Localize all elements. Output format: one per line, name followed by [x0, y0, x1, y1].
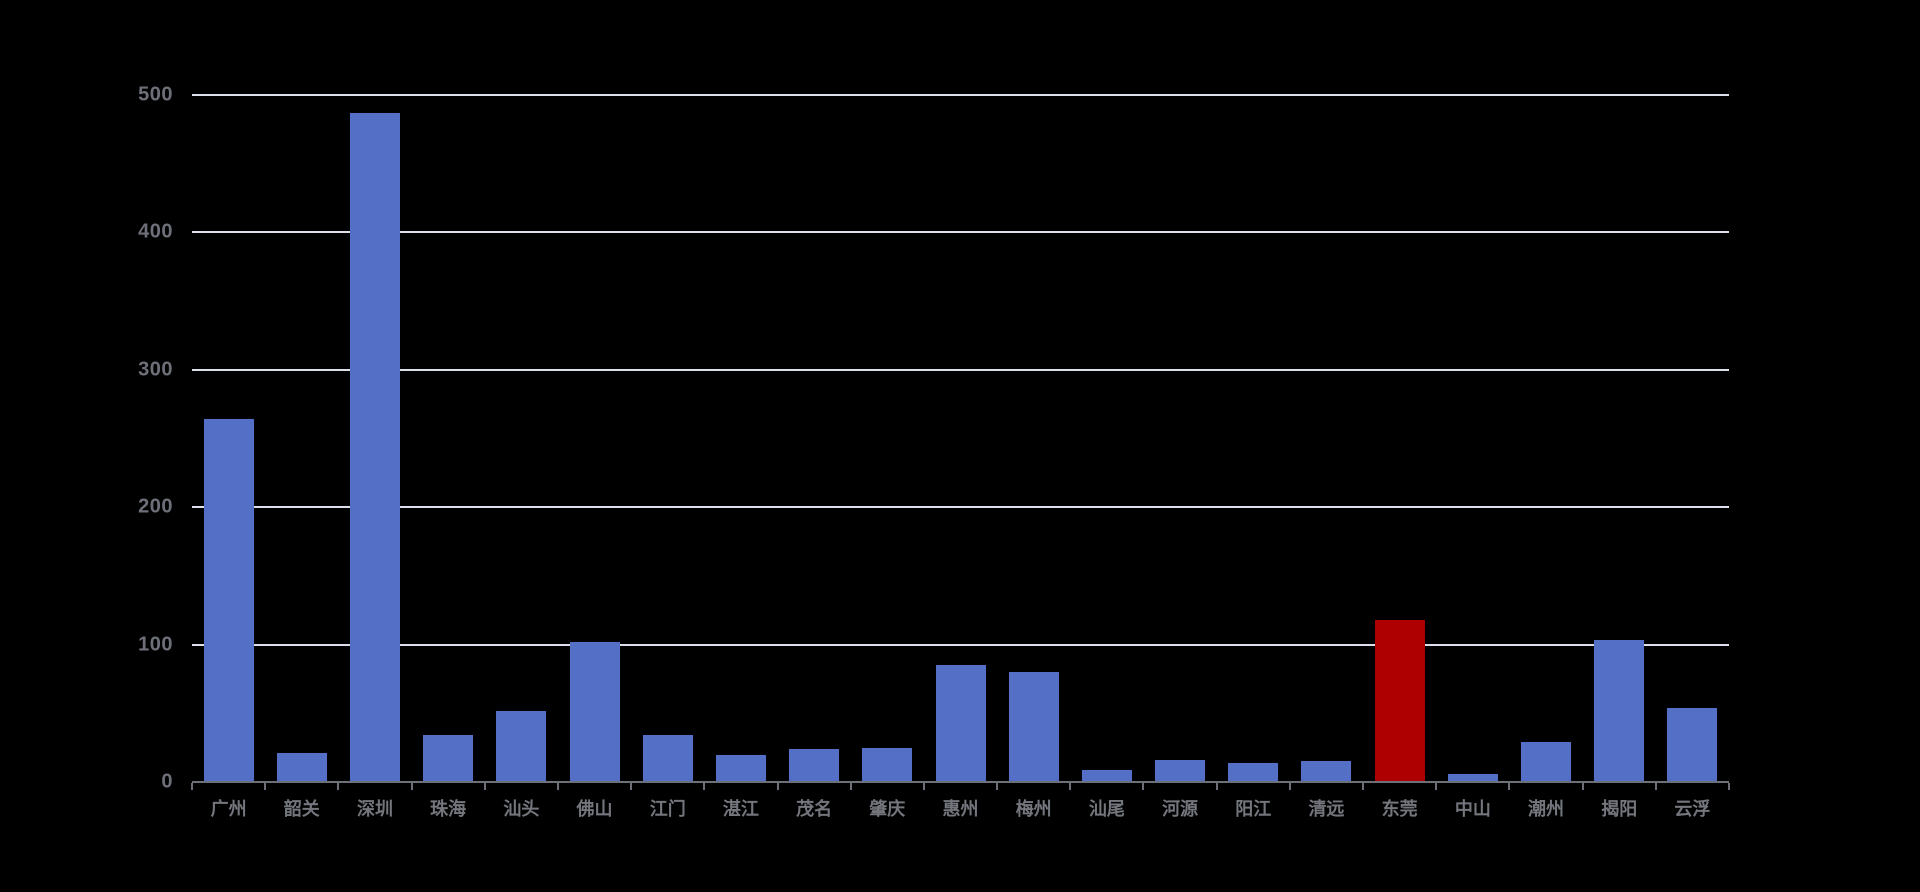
gridline	[192, 94, 1729, 96]
chart-bar[interactable]	[1447, 773, 1498, 782]
x-axis-category-label: 湛江	[722, 799, 759, 819]
chart-bar[interactable]	[276, 753, 327, 782]
x-axis-tick	[922, 783, 925, 790]
x-axis-tick	[410, 783, 413, 790]
x-axis-tick	[703, 783, 706, 790]
chart-bar[interactable]	[1081, 769, 1132, 782]
x-axis-tick	[1069, 783, 1072, 790]
chart-bar[interactable]	[935, 665, 986, 782]
x-axis-category-label: 汕尾	[1088, 799, 1125, 819]
y-axis-tick-label: 100	[138, 633, 173, 656]
chart-bar[interactable]	[1667, 707, 1718, 782]
x-axis-category-label: 惠州	[942, 799, 979, 819]
x-axis-category-label: 广州	[210, 799, 247, 819]
chart-bar[interactable]	[789, 749, 840, 782]
x-axis-tick	[1581, 783, 1584, 790]
x-axis-category-label: 中山	[1454, 799, 1491, 819]
chart-bar[interactable]	[1521, 742, 1572, 782]
x-axis-tick	[483, 783, 486, 790]
chart-bar[interactable]	[1008, 672, 1059, 782]
x-axis-category-label: 揭阳	[1601, 799, 1638, 819]
x-axis-tick	[191, 783, 193, 790]
x-axis-tick	[1288, 783, 1291, 790]
gridline	[192, 506, 1729, 509]
x-axis-tick	[849, 783, 852, 790]
x-axis-line	[192, 781, 1729, 783]
gridline	[192, 643, 1729, 646]
chart-bar[interactable]	[349, 112, 400, 782]
x-axis-category-label: 清远	[1308, 799, 1345, 819]
x-axis-tick	[556, 783, 559, 790]
x-axis-tick	[1362, 783, 1365, 790]
chart-bar[interactable]	[1594, 640, 1645, 782]
chart-bar[interactable]	[569, 641, 620, 782]
x-axis-tick	[630, 783, 633, 790]
chart-bar-highlighted[interactable]	[1374, 619, 1425, 782]
x-axis-tick	[1215, 783, 1218, 790]
x-axis-category-label: 珠海	[430, 799, 467, 819]
x-axis-category-label: 东莞	[1381, 799, 1418, 819]
x-axis-tick	[1508, 783, 1511, 790]
chart-bar[interactable]	[1155, 760, 1206, 782]
x-axis-tick	[996, 783, 999, 790]
x-axis-tick	[1728, 783, 1730, 790]
y-axis-tick-label: 400	[138, 220, 173, 243]
x-axis-tick	[1654, 783, 1657, 790]
plot-area	[191, 94, 1730, 790]
y-axis-tick-label: 0	[161, 770, 173, 793]
x-axis-category-label: 佛山	[576, 799, 613, 819]
x-axis-category-label: 阳江	[1235, 799, 1272, 819]
y-axis-tick-label: 200	[138, 495, 173, 518]
gridline	[192, 368, 1729, 371]
x-axis-tick	[337, 783, 340, 790]
x-axis-category-label: 云浮	[1674, 799, 1711, 819]
y-axis-tick-label: 300	[138, 358, 173, 381]
chart-bar[interactable]	[496, 710, 547, 782]
x-axis-category-label: 梅州	[1015, 799, 1052, 819]
chart-bar[interactable]	[1301, 761, 1352, 782]
chart-bar[interactable]	[642, 735, 693, 782]
x-axis-tick	[264, 783, 267, 790]
x-axis-category-label: 深圳	[356, 799, 393, 819]
chart-bar[interactable]	[203, 419, 254, 782]
chart-bar[interactable]	[1228, 762, 1279, 782]
x-axis-tick	[1142, 783, 1145, 790]
chart-bar[interactable]	[862, 747, 913, 782]
chart-bar[interactable]	[715, 754, 766, 782]
chart-bar[interactable]	[423, 735, 474, 782]
gridline	[192, 231, 1729, 234]
x-axis-tick	[1435, 783, 1438, 790]
x-axis-category-label: 韶关	[283, 799, 320, 819]
y-axis-tick-label: 500	[138, 83, 173, 106]
x-axis-category-label: 茂名	[796, 799, 833, 819]
x-axis-category-label: 汕头	[503, 799, 540, 819]
x-axis-category-label: 肇庆	[869, 799, 906, 819]
x-axis-category-label: 江门	[649, 799, 686, 819]
x-axis-category-label: 潮州	[1528, 799, 1565, 819]
x-axis-category-label: 河源	[1162, 799, 1199, 819]
x-axis-tick	[776, 783, 779, 790]
